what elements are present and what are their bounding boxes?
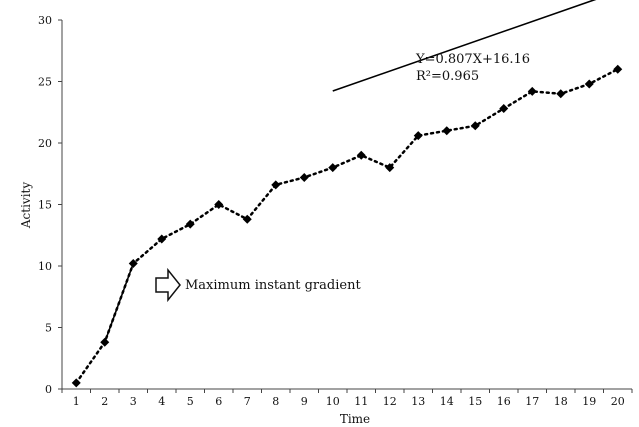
data-point-marker: [214, 200, 224, 209]
data-point-marker: [413, 131, 423, 141]
x-tick-label: 20: [611, 395, 625, 408]
y-tick-label: 15: [38, 199, 52, 212]
x-tick-label: 6: [215, 395, 222, 408]
series-line: [75, 67, 619, 385]
data-point-marker: [499, 104, 509, 114]
data-point-marker: [556, 89, 566, 99]
trendline-r-squared: R²=0.965: [416, 69, 479, 84]
data-point-marker: [385, 163, 395, 173]
x-tick-label: 7: [244, 395, 251, 408]
x-tick-label: 15: [468, 395, 482, 408]
x-tick-label: 16: [497, 395, 511, 408]
x-tick-label: 3: [130, 395, 137, 408]
x-tick-labels: 1 2 3 4 5 6 7 8 9 10 11 12 13 14 15 16 17 18 19 20: [73, 395, 625, 408]
data-point-marker: [157, 234, 167, 244]
data-point-marker: [185, 219, 195, 229]
x-tick-label: 19: [582, 395, 596, 408]
x-tick-label: 12: [383, 395, 397, 408]
x-tick-label: 17: [525, 395, 539, 408]
data-point-marker: [299, 172, 309, 182]
x-tick-label: 4: [158, 395, 165, 408]
data-point-marker: [242, 214, 252, 224]
trendline-equation: Y=0.807X+16.16: [415, 52, 530, 67]
x-tick-label: 8: [272, 395, 279, 408]
data-point-marker: [470, 121, 480, 131]
data-point-marker: [128, 259, 138, 269]
x-tick-label: 11: [354, 395, 368, 408]
trendline-group: [332, 0, 597, 92]
y-tick-label: 0: [45, 383, 52, 396]
x-tick-label: 10: [326, 395, 340, 408]
data-point-marker: [527, 86, 537, 96]
x-tick-label: 5: [187, 395, 194, 408]
data-point-marker: [71, 378, 81, 388]
trendline: [332, 0, 597, 92]
gradient-segment-line: [103, 263, 135, 343]
data-point-marker: [442, 126, 452, 136]
axes: [58, 19, 633, 393]
y-tick-label: 20: [38, 137, 52, 150]
data-point-marker: [356, 150, 366, 160]
y-axis-title: Activity: [19, 182, 33, 229]
x-tick-label: 1: [73, 395, 80, 408]
x-tick-label: 13: [411, 395, 425, 408]
x-tick-label: 14: [440, 395, 454, 408]
x-tick-label: 2: [101, 395, 108, 408]
x-tick-label: 9: [301, 395, 308, 408]
y-tick-label: 10: [38, 260, 52, 273]
max-gradient-annotation: Maximum instant gradient: [185, 278, 361, 293]
x-axis-title: Time: [340, 412, 370, 426]
data-point-marker: [613, 64, 623, 74]
arrow-icon: [155, 267, 181, 303]
data-series: [71, 64, 623, 388]
y-tick-labels: 0 5 10 15 20 25 30: [38, 14, 52, 396]
y-tick-label: 5: [45, 322, 52, 335]
y-tick-label: 30: [38, 14, 52, 27]
data-point-marker: [271, 180, 281, 190]
data-point-marker: [328, 163, 338, 173]
data-point-marker: [100, 337, 110, 347]
y-tick-label: 25: [38, 76, 52, 89]
x-tick-label: 18: [554, 395, 568, 408]
data-point-marker: [584, 79, 594, 89]
